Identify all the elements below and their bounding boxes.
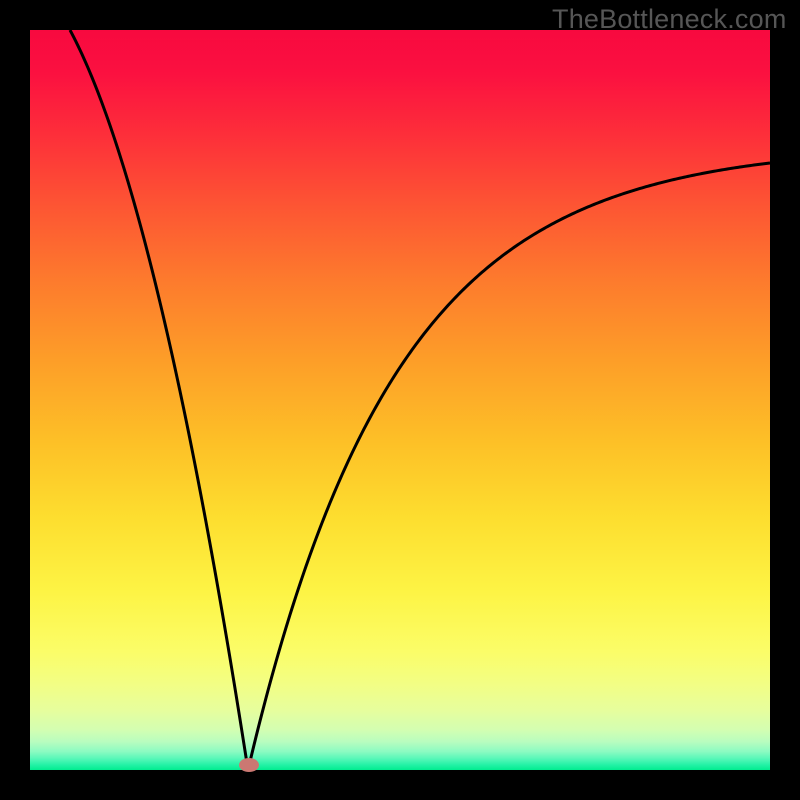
watermark-label: TheBottleneck.com — [552, 4, 787, 35]
chart-frame: TheBottleneck.com — [0, 0, 800, 800]
optimum-marker-ellipse — [239, 758, 259, 772]
plot-area — [30, 30, 770, 770]
optimum-marker — [30, 30, 770, 770]
